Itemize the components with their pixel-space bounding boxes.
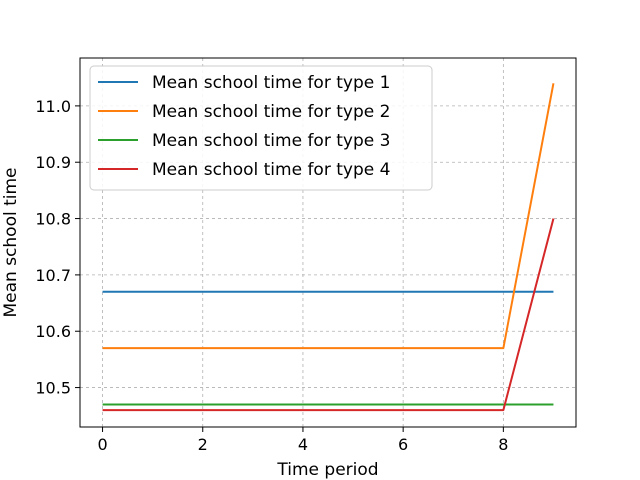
y-tick-label: 10.7 [35,266,71,285]
x-tick-label: 4 [298,435,308,454]
legend-label-type-2: Mean school time for type 2 [152,102,390,122]
y-tick-label: 10.6 [35,322,71,341]
series-line-type-4 [102,218,555,412]
series-line-type-2 [102,83,555,350]
legend-label-type-3: Mean school time for type 3 [152,131,390,151]
legend-label-type-1: Mean school time for type 1 [152,73,390,93]
plot-frame [79,57,577,428]
x-tick-label: 0 [97,435,107,454]
y-axis-label: Mean school time [1,167,21,317]
y-tick-label: 10.5 [35,379,71,398]
legend: Mean school time for type 1 Mean school t… [89,65,433,191]
x-tick-label: 6 [398,435,408,454]
y-tick-label: 10.8 [35,210,71,229]
legend-box [89,65,433,191]
y-tick-label: 11.0 [35,97,71,116]
x-axis-label: Time period [276,460,378,480]
x-tick-label: 2 [198,435,208,454]
series-lines [102,83,555,412]
y-tick-label: 10.9 [35,153,71,172]
axis-ticks: 0 2 4 6 8 10.5 10.6 10.7 10.8 10.9 11.0 [35,97,508,454]
x-tick-label: 8 [498,435,508,454]
legend-label-type-4: Mean school time for type 4 [152,160,390,180]
